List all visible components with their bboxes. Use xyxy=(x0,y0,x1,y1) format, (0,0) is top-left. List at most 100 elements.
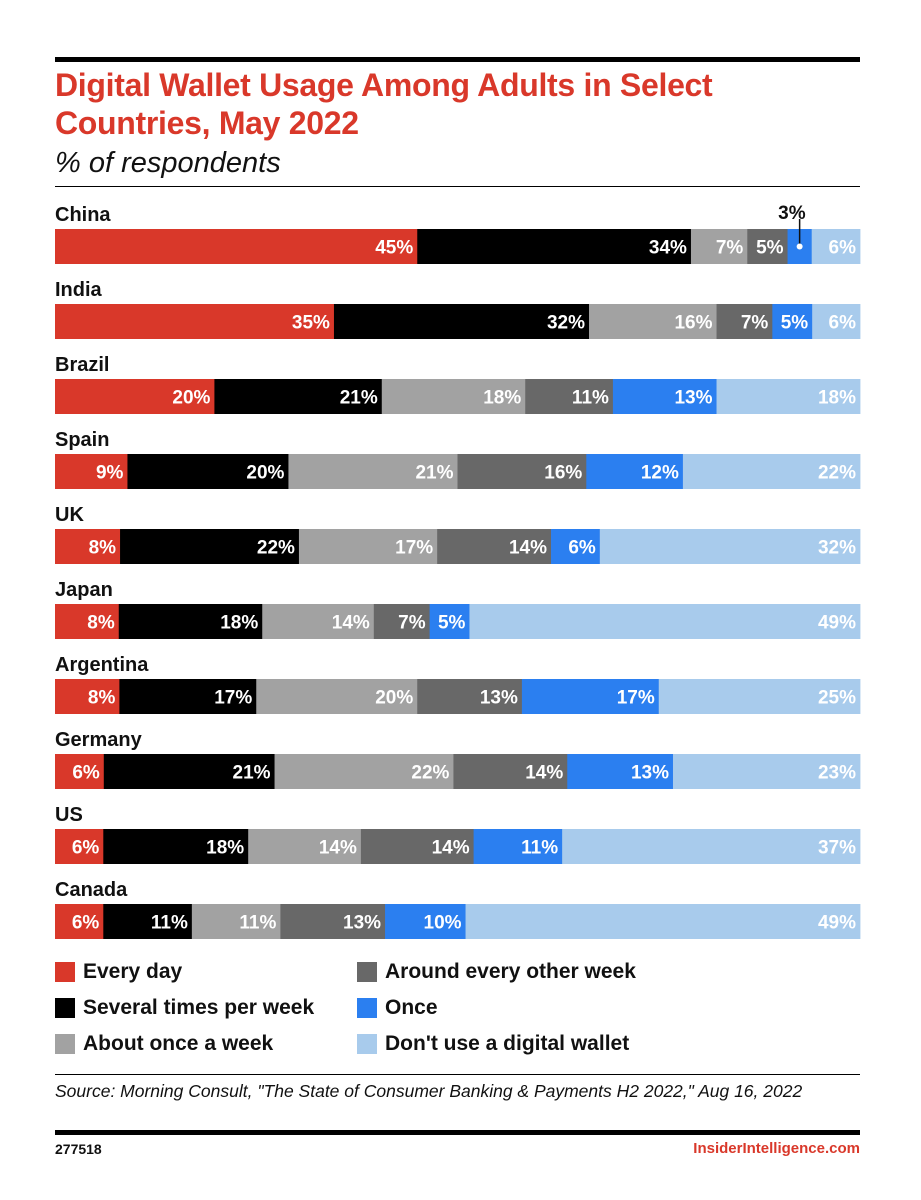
value-label: 11% xyxy=(521,838,558,859)
legend-item-don-t-use-a-digital-wallet: Don't use a digital wallet xyxy=(357,1030,629,1058)
category-label: US xyxy=(55,804,83,826)
category-label: UK xyxy=(55,504,84,526)
value-label: 14% xyxy=(432,838,470,859)
bar-several-times-per-week xyxy=(333,304,590,339)
value-label: 20% xyxy=(375,688,413,709)
value-label: 14% xyxy=(319,838,357,859)
row-us: US 6% 18% 14% 14% 11% 37% xyxy=(55,804,861,864)
value-label: 34% xyxy=(649,238,687,259)
value-label: 17% xyxy=(395,538,433,559)
chart-subtitle: % of respondents xyxy=(55,147,281,179)
bar-don-t-use-a-digital-wallet xyxy=(469,604,861,639)
legend-item-about-once-a-week: About once a week xyxy=(55,1030,273,1058)
legend-swatch xyxy=(357,962,377,982)
row-canada: Canada 6% 11% 11% 13% 10% 49% xyxy=(55,879,861,939)
category-label: Spain xyxy=(55,429,109,451)
bar-about-once-a-week xyxy=(690,229,748,264)
bar-around-every-other-week xyxy=(437,529,552,564)
category-label: Canada xyxy=(55,879,128,901)
row-india: India 35% 32% 16% 7% 5% 6% xyxy=(55,279,861,339)
bar-several-times-per-week xyxy=(120,529,300,564)
bar-every-day xyxy=(55,529,121,564)
category-label: Argentina xyxy=(55,654,149,676)
row-china: China 45% 34% 7% 5% 3% 6% xyxy=(55,203,861,264)
value-label: 32% xyxy=(818,538,856,559)
value-label: 11% xyxy=(239,913,276,934)
value-label: 9% xyxy=(96,463,124,484)
bar-several-times-per-week xyxy=(103,829,249,864)
legend-label: Once xyxy=(385,996,438,1019)
row-germany: Germany 6% 21% 22% 14% 13% 23% xyxy=(55,729,861,789)
legend-label: About once a week xyxy=(83,1032,274,1055)
row-uk: UK8% 22% 17% 14% 6% 32% xyxy=(55,504,861,564)
bar-don-t-use-a-digital-wallet xyxy=(599,529,861,564)
value-label: 22% xyxy=(411,763,449,784)
bar-don-t-use-a-digital-wallet xyxy=(562,829,861,864)
title-divider xyxy=(55,186,860,187)
value-label: 22% xyxy=(257,538,295,559)
value-label: 45% xyxy=(375,238,413,259)
bar-once xyxy=(586,454,684,489)
value-label: 10% xyxy=(424,913,462,934)
row-argentina: Argentina 8% 17% 20% 13% 17% 25% xyxy=(55,654,861,714)
value-label: 6% xyxy=(829,313,857,334)
bar-about-once-a-week xyxy=(262,604,375,639)
row-spain: Spain 9% 20% 21% 16% 12% 22% xyxy=(55,429,861,489)
value-label: 18% xyxy=(818,388,856,409)
value-label: 21% xyxy=(415,463,453,484)
bar-every-day xyxy=(55,454,128,489)
bar-once xyxy=(612,379,717,414)
value-label: 6% xyxy=(72,763,100,784)
chart-id: 277518 xyxy=(55,1141,102,1157)
legend-label: Around every other week xyxy=(385,960,636,983)
stacked-bar-chart: China 45% 34% 7% 5% 3% 6% India 35% 32% 16% 7% 5% 6% B… xyxy=(55,203,861,939)
bar-don-t-use-a-digital-wallet xyxy=(716,379,861,414)
value-label: 8% xyxy=(87,613,115,634)
bar-don-t-use-a-digital-wallet xyxy=(811,229,861,264)
bar-once xyxy=(551,529,601,564)
bar-several-times-per-week xyxy=(103,904,193,939)
bar-every-day xyxy=(55,829,104,864)
bar-don-t-use-a-digital-wallet xyxy=(658,679,861,714)
value-label: 13% xyxy=(343,913,381,934)
bar-once xyxy=(385,904,466,939)
value-label: 8% xyxy=(88,688,116,709)
callout-dot xyxy=(796,243,803,250)
bar-around-every-other-week xyxy=(373,604,430,639)
value-label: 17% xyxy=(617,688,655,709)
value-label: 21% xyxy=(340,388,378,409)
value-label: 7% xyxy=(398,613,426,634)
value-label: 21% xyxy=(233,763,271,784)
bar-several-times-per-week xyxy=(417,229,692,264)
value-label: 23% xyxy=(818,763,856,784)
bar-about-once-a-week xyxy=(256,679,418,714)
bar-about-once-a-week xyxy=(274,754,454,789)
chart-title: Digital Wallet Usage Among Adults in Sel… xyxy=(55,67,713,141)
bar-about-once-a-week xyxy=(589,304,717,339)
value-label: 22% xyxy=(818,463,856,484)
value-label: 12% xyxy=(641,463,679,484)
legend-item-every-day: Every day xyxy=(55,958,182,986)
source-note: Source: Morning Consult, "The State of C… xyxy=(55,1081,803,1101)
bar-around-every-other-week xyxy=(716,304,773,339)
bar-every-day xyxy=(55,229,418,264)
value-label: 7% xyxy=(741,313,769,334)
value-label: 5% xyxy=(756,238,784,259)
callout-label: 3% xyxy=(778,203,806,224)
category-label: Japan xyxy=(55,579,113,601)
bar-several-times-per-week xyxy=(118,604,263,639)
bar-once xyxy=(473,829,563,864)
bar-don-t-use-a-digital-wallet xyxy=(465,904,861,939)
legend-item-around-every-other-week: Around every other week xyxy=(357,958,636,986)
bar-don-t-use-a-digital-wallet xyxy=(812,304,861,339)
top-rule xyxy=(55,57,860,62)
legend-label: Several times per week xyxy=(83,996,315,1019)
value-label: 6% xyxy=(568,538,596,559)
value-label: 14% xyxy=(332,613,370,634)
bar-every-day xyxy=(55,904,104,939)
bar-around-every-other-week xyxy=(525,379,614,414)
bottom-rule xyxy=(55,1130,860,1135)
value-label: 16% xyxy=(674,313,712,334)
bar-once xyxy=(521,679,660,714)
brand-link[interactable]: InsiderIntelligence.com xyxy=(693,1140,860,1157)
